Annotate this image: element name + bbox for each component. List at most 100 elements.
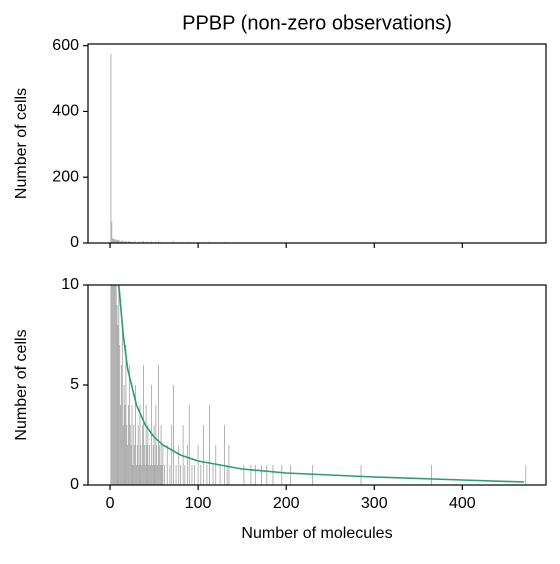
bar	[123, 425, 124, 485]
bar	[167, 445, 168, 485]
bar	[213, 465, 214, 485]
bar	[164, 465, 165, 485]
chart-title: PPBP (non-zero observations)	[182, 12, 452, 34]
y-tick-label: 0	[70, 476, 79, 493]
bar	[156, 445, 157, 485]
bar	[431, 465, 432, 485]
bar	[122, 325, 123, 485]
bar	[148, 465, 149, 485]
x-tick-label: 0	[106, 495, 115, 512]
bar	[152, 465, 153, 485]
bar	[124, 385, 125, 485]
bar	[290, 465, 291, 485]
bar	[200, 465, 201, 485]
bar	[149, 445, 150, 485]
bar	[251, 465, 252, 485]
bar	[173, 385, 174, 485]
bar	[119, 345, 120, 485]
bar	[144, 445, 145, 485]
bar	[261, 465, 262, 485]
bar	[130, 425, 131, 485]
bar	[132, 465, 133, 485]
bar	[184, 465, 185, 485]
bar	[154, 465, 155, 485]
bar	[153, 445, 154, 485]
bar	[147, 445, 148, 485]
bar	[139, 465, 140, 485]
bar	[525, 465, 526, 485]
bar	[118, 325, 119, 485]
bar	[115, 285, 116, 485]
y-tick-label: 10	[61, 276, 79, 293]
bar	[157, 465, 158, 485]
bar	[171, 425, 172, 485]
bar	[159, 445, 160, 485]
bar	[125, 405, 126, 485]
bar	[281, 465, 282, 485]
bar	[133, 425, 134, 485]
bar	[134, 445, 135, 485]
x-tick-label: 200	[273, 495, 300, 512]
bar	[180, 465, 181, 485]
bar	[145, 465, 146, 485]
bar	[140, 445, 141, 485]
bar	[243, 465, 244, 485]
bar	[125, 345, 126, 485]
bar	[178, 445, 179, 485]
bar	[137, 445, 138, 485]
bar	[121, 365, 122, 485]
fit-line	[119, 285, 524, 482]
bar	[150, 465, 151, 485]
bar	[112, 238, 113, 243]
bar	[132, 405, 133, 485]
bar	[227, 465, 228, 485]
bar	[228, 445, 229, 485]
bar	[361, 465, 362, 485]
bar	[224, 425, 225, 485]
bar	[138, 425, 139, 485]
bar	[116, 265, 117, 485]
bar	[206, 465, 207, 485]
bar	[141, 465, 142, 485]
bar	[127, 445, 128, 485]
x-tick-label: 300	[361, 495, 388, 512]
bar	[114, 245, 115, 485]
bar	[146, 405, 147, 485]
bar	[147, 425, 148, 485]
y-axis-label: Number of cells	[13, 329, 30, 440]
x-tick-label: 400	[449, 495, 476, 512]
bar	[161, 425, 162, 485]
bar	[112, 185, 113, 485]
bar	[113, 245, 114, 485]
bar	[191, 465, 192, 485]
bar	[140, 405, 141, 485]
x-axis-label: Number of molecules	[241, 525, 392, 542]
bar	[273, 465, 274, 485]
y-axis-label: Number of cells	[13, 88, 30, 199]
bar	[111, 222, 112, 243]
bar	[255, 465, 256, 485]
bar	[160, 465, 161, 485]
bar	[187, 445, 188, 485]
bar	[169, 465, 170, 485]
bar	[209, 405, 210, 485]
bar	[154, 425, 155, 485]
bar	[136, 465, 137, 485]
bar	[155, 405, 156, 485]
bar	[110, 54, 111, 243]
bar	[142, 425, 143, 485]
bar	[162, 445, 163, 485]
y-tick-label: 5	[70, 376, 79, 393]
y-tick-label: 200	[52, 168, 79, 185]
plot-area	[110, 54, 526, 243]
bar	[129, 365, 130, 485]
bar	[266, 465, 267, 485]
bar	[131, 445, 132, 485]
bar	[117, 305, 118, 485]
bar	[162, 465, 163, 485]
bar	[189, 405, 190, 485]
bar	[194, 465, 195, 485]
y-tick-label: 600	[52, 37, 79, 54]
bar	[158, 365, 159, 485]
